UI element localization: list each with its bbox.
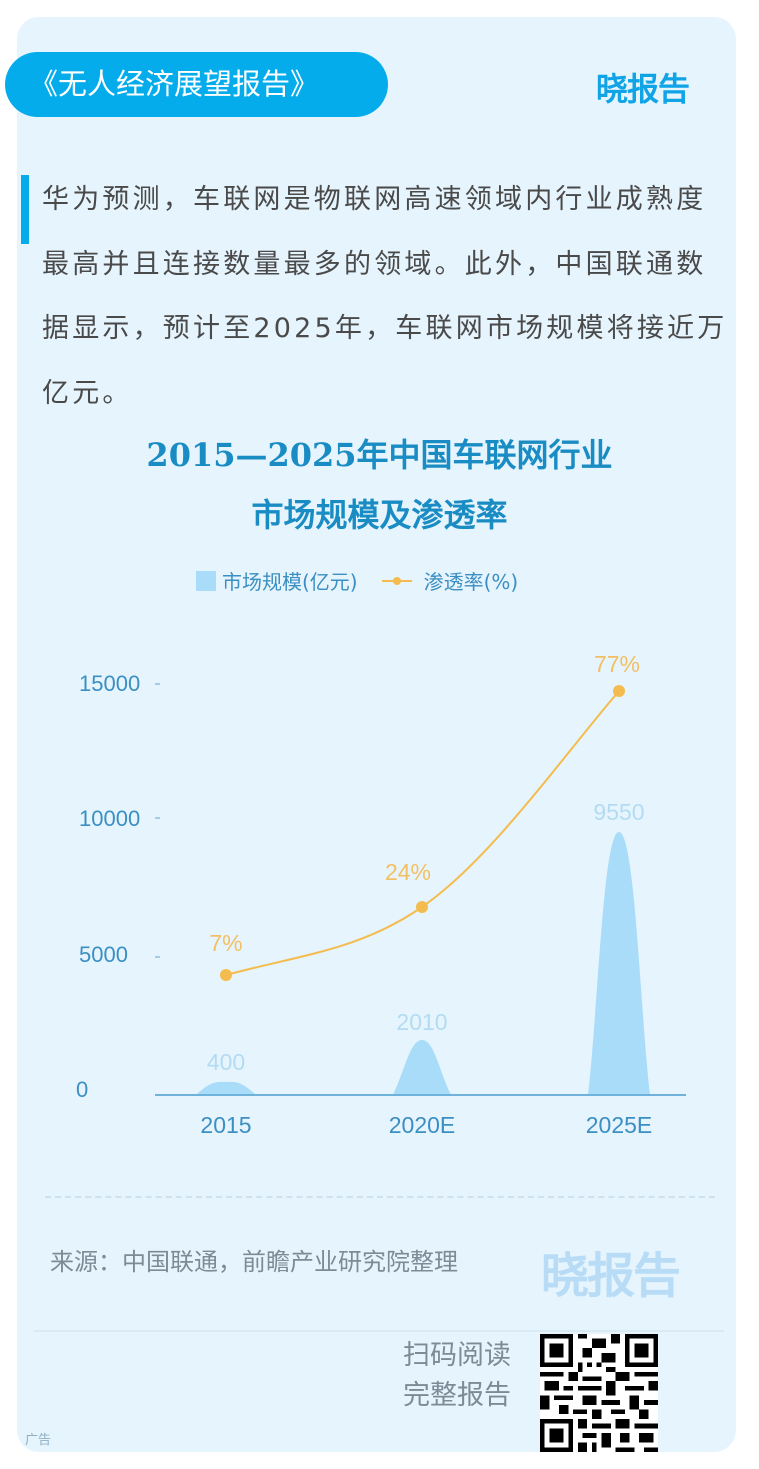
svg-text:2010: 2010 xyxy=(396,1009,447,1035)
report-card xyxy=(17,17,736,1452)
line-labels: 7% 24% 77% xyxy=(209,651,640,956)
y-axis: 15000 10000 5000 0 xyxy=(76,671,140,1102)
svg-text:2020E: 2020E xyxy=(389,1112,456,1138)
svg-text:2015: 2015 xyxy=(200,1112,251,1138)
chart-legend: 市场规模(亿元) 渗透率(%) xyxy=(196,566,518,595)
bar-labels: 400 2010 9550 xyxy=(207,799,645,1075)
scan-prompt: 扫码阅读 完整报告 xyxy=(403,1336,511,1416)
source-note: 来源：中国联通，前瞻产业研究院整理 xyxy=(50,1248,458,1276)
brand-logo: 晓报告 xyxy=(596,70,690,108)
legend-bar-swatch-icon xyxy=(196,570,216,591)
chart-title-line2: 市场规模及渗透率 xyxy=(251,496,508,534)
brand-watermark: 晓报告 xyxy=(541,1248,681,1304)
bar-series xyxy=(196,832,650,1095)
legend-line-marker-icon xyxy=(381,576,412,585)
y-tick: 5000 xyxy=(79,942,128,967)
report-title-pill[interactable]: 《无人经济展望报告》 xyxy=(5,52,388,117)
qr-code-icon[interactable] xyxy=(540,1334,658,1452)
dashed-divider xyxy=(45,1196,715,1198)
scan-line2: 完整报告 xyxy=(403,1380,511,1411)
legend-line-label: 渗透率(%) xyxy=(423,570,519,594)
report-title: 《无人经济展望报告》 xyxy=(29,67,320,101)
svg-text:24%: 24% xyxy=(385,859,431,885)
bar-2020E xyxy=(393,1040,451,1095)
footer-divider xyxy=(34,1330,724,1332)
svg-text:2025E: 2025E xyxy=(586,1112,653,1138)
svg-text:9550: 9550 xyxy=(593,799,644,825)
bar-2025E xyxy=(588,832,650,1095)
bar-2015 xyxy=(196,1081,256,1095)
svg-text:7%: 7% xyxy=(209,930,242,956)
x-axis-labels: 2015 2020E 2025E xyxy=(200,1112,652,1138)
intro-paragraph: 华为预测，车联网是物联网高速领域内行业成熟度最高并且连接数量最多的领域。此外，中… xyxy=(42,184,728,409)
y-tick: 10000 xyxy=(79,806,140,831)
legend-bar-label: 市场规模(亿元) xyxy=(222,570,358,594)
y-tick: 0 xyxy=(76,1077,88,1102)
y-tick: 15000 xyxy=(79,671,140,696)
ad-label: 广告 xyxy=(25,1433,52,1448)
chart-title-line1: 2015—2025年中国车联网行业 xyxy=(146,436,613,474)
svg-text:77%: 77% xyxy=(594,651,640,677)
svg-text:400: 400 xyxy=(207,1049,245,1075)
scan-line1: 扫码阅读 xyxy=(403,1340,511,1371)
line-series xyxy=(225,690,620,976)
line-points xyxy=(220,685,625,981)
chart-plot: 15000 10000 5000 0 400 2010 9550 7% 24% … xyxy=(76,651,686,1138)
quote-accent-bar xyxy=(21,175,29,244)
